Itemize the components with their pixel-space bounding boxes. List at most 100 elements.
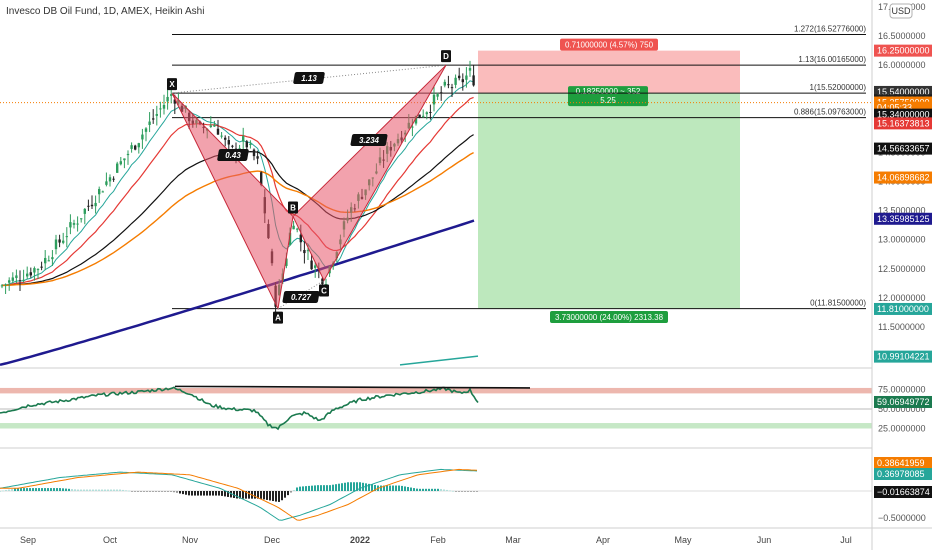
- macd-histogram-bar: [179, 491, 181, 494]
- pattern-point-label: B: [290, 203, 296, 212]
- price-tag-label: 15.34000000: [877, 110, 930, 120]
- rsi-tag[interactable]: [874, 395, 932, 408]
- macd-histogram-bar: [314, 485, 316, 491]
- macd-histogram-bar: [281, 491, 283, 501]
- rsi-tick-label: 50.0000000: [878, 404, 926, 414]
- pattern-point-label: A: [275, 314, 281, 323]
- fib-label: 1.272(16.52776000): [794, 24, 866, 33]
- rsi-line: [0, 386, 479, 431]
- macd-histogram-bar: [71, 489, 73, 491]
- price-tag[interactable]: [874, 212, 932, 225]
- candle-body: [134, 145, 137, 150]
- macd-tag[interactable]: [874, 468, 932, 480]
- price-tag[interactable]: [874, 171, 932, 184]
- time-tick-label: Sep: [20, 535, 36, 545]
- trend-line: [399, 355, 479, 366]
- macd-histogram-bar: [356, 482, 358, 491]
- macd-histogram-bar: [311, 485, 313, 491]
- macd-histogram-bar: [119, 489, 121, 491]
- macd-histogram-bar: [23, 488, 25, 491]
- price-tick-label: 16.5000000: [878, 31, 926, 41]
- macd-histogram-bar: [2, 490, 4, 492]
- ema-red-line: [1, 96, 474, 286]
- candle-body: [62, 240, 65, 243]
- macd-histogram-bar: [428, 488, 430, 491]
- price-tick-label: 13.0000000: [878, 235, 926, 245]
- time-tick-label: May: [674, 535, 692, 545]
- price-tag[interactable]: [874, 350, 932, 363]
- time-axis[interactable]: Sep Oct Nov Dec 2022 Feb Mar Apr May Jun Jul: [20, 535, 852, 545]
- macd-histogram-bar: [476, 491, 478, 492]
- macd-histogram-bar: [14, 488, 16, 491]
- macd-histogram-bar: [416, 488, 418, 491]
- macd-histogram-bar: [44, 488, 46, 491]
- candle-body: [321, 278, 324, 285]
- macd-histogram-bar: [296, 487, 298, 491]
- pattern-ratio-label: 3.234: [359, 136, 380, 145]
- candle-body: [436, 94, 439, 97]
- macd-histogram-bar: [149, 491, 151, 492]
- macd-histogram-bar: [452, 490, 454, 492]
- rsi-trendline: [174, 385, 531, 389]
- macd-histogram-bar: [278, 491, 280, 502]
- macd-histogram-bar: [35, 488, 37, 491]
- price-tag-label: 16.25000000: [877, 46, 930, 56]
- stop-label-box: [560, 38, 658, 51]
- macd-histogram-bar: [398, 485, 400, 491]
- macd-histogram-bar: [350, 482, 352, 491]
- macd-histogram-bar: [431, 488, 433, 491]
- macd-histogram-bar: [0, 491, 1, 492]
- currency-badge[interactable]: [889, 3, 913, 19]
- candle-body: [148, 121, 151, 125]
- time-tick-label: Oct: [103, 535, 118, 545]
- candle-body: [33, 268, 36, 273]
- price-tag[interactable]: [874, 302, 932, 315]
- stop-loss-zone: [478, 50, 740, 94]
- candle-body: [11, 277, 14, 281]
- candle-body: [245, 141, 248, 148]
- macd-line: [0, 468, 478, 521]
- macd-histogram-bar: [68, 488, 70, 491]
- candle-body: [137, 143, 140, 148]
- macd-histogram-bar: [413, 488, 415, 491]
- price-tick-label: 16.0000000: [878, 60, 926, 70]
- macd-histogram-bar: [203, 491, 205, 496]
- price-tag[interactable]: [874, 44, 932, 57]
- candle-body: [220, 135, 223, 137]
- macd-histogram-bar: [365, 483, 367, 491]
- time-tick-label: Nov: [182, 535, 199, 545]
- candle-body: [216, 128, 220, 135]
- ema-slow-line: [0, 219, 475, 367]
- macd-histogram-bar: [254, 491, 256, 499]
- macd-histogram-bar: [320, 485, 322, 491]
- price-tag-label: 13.35985125: [877, 214, 930, 224]
- candle-body: [58, 239, 61, 243]
- macd-histogram-bar: [116, 489, 118, 491]
- candle-body: [159, 108, 162, 110]
- candle-body: [112, 178, 115, 180]
- macd-histogram-bar: [134, 491, 136, 492]
- pattern-point-label: D: [443, 52, 449, 61]
- macd-histogram-bar: [122, 489, 124, 491]
- candle-body: [141, 134, 144, 140]
- price-axis[interactable]: 17.000000016.500000016.000000015.5000000…: [874, 2, 932, 523]
- macd-histogram-bar: [32, 488, 34, 491]
- macd-histogram-bar: [155, 491, 157, 492]
- entry-label: 0.18250000 ~ 352: [576, 87, 641, 96]
- macd-tag[interactable]: [874, 486, 932, 498]
- macd-histogram-bar: [284, 491, 286, 498]
- candle-body: [465, 75, 468, 80]
- macd-tag[interactable]: [874, 457, 932, 469]
- rsi-tag-label: 59.06949772: [877, 397, 930, 407]
- pattern-point-label: X: [169, 80, 175, 89]
- macd-tag-label: −0.01663874: [877, 487, 930, 497]
- price-tag[interactable]: [874, 142, 932, 155]
- macd-histogram-bar: [335, 484, 337, 491]
- price-tag[interactable]: [874, 117, 932, 130]
- price-tag-label: 11.81000000: [877, 304, 929, 314]
- candle-body: [4, 284, 7, 286]
- macd-histogram-bar: [344, 482, 346, 491]
- candle-body: [98, 188, 101, 195]
- candle-body: [303, 249, 306, 254]
